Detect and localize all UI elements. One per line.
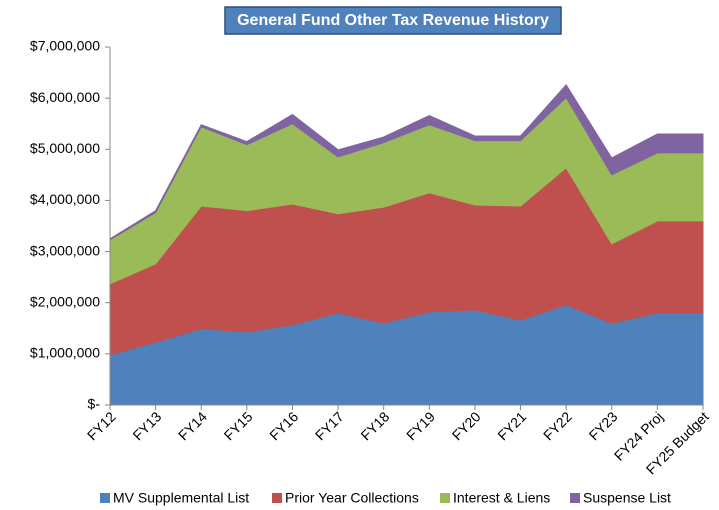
y-tick-label: $5,000,000 bbox=[30, 140, 100, 156]
area bbox=[109, 84, 704, 241]
legend-label: Suspense List bbox=[583, 490, 671, 506]
legend-label: Interest & Liens bbox=[453, 490, 550, 506]
y-tick-label: $4,000,000 bbox=[30, 191, 100, 207]
legend-swatch bbox=[100, 493, 110, 503]
x-tick-label: FY15 bbox=[221, 408, 256, 443]
x-tick-label: FY16 bbox=[266, 408, 301, 443]
x-tick-label: FY21 bbox=[494, 408, 529, 443]
x-tick-label: FY13 bbox=[129, 408, 164, 443]
y-tick-label: $1,000,000 bbox=[30, 345, 100, 361]
legend-swatch bbox=[570, 493, 580, 503]
chart-title: General Fund Other Tax Revenue History bbox=[237, 12, 549, 29]
legend-label: Prior Year Collections bbox=[285, 490, 419, 506]
y-tick-label: $6,000,000 bbox=[30, 89, 100, 105]
x-tick-label: FY22 bbox=[540, 408, 575, 443]
x-tick-label: FY14 bbox=[175, 408, 210, 443]
title-box bbox=[224, 6, 562, 35]
y-tick-label: $7,000,000 bbox=[30, 38, 100, 54]
y-tick-label: $- bbox=[88, 396, 101, 412]
y-tick-label: $3,000,000 bbox=[30, 242, 100, 258]
x-tick-label: FY18 bbox=[357, 408, 392, 443]
legend-label: MV Supplemental List bbox=[113, 490, 249, 506]
x-tick-label: FY23 bbox=[586, 408, 621, 443]
x-tick-label: FY20 bbox=[449, 408, 484, 443]
legend-swatch bbox=[440, 493, 450, 503]
x-tick-label: FY17 bbox=[312, 408, 347, 443]
x-tick-label: FY12 bbox=[84, 408, 119, 443]
x-tick-label: FY19 bbox=[403, 408, 438, 443]
y-tick-label: $2,000,000 bbox=[30, 293, 100, 309]
legend-swatch bbox=[272, 493, 282, 503]
